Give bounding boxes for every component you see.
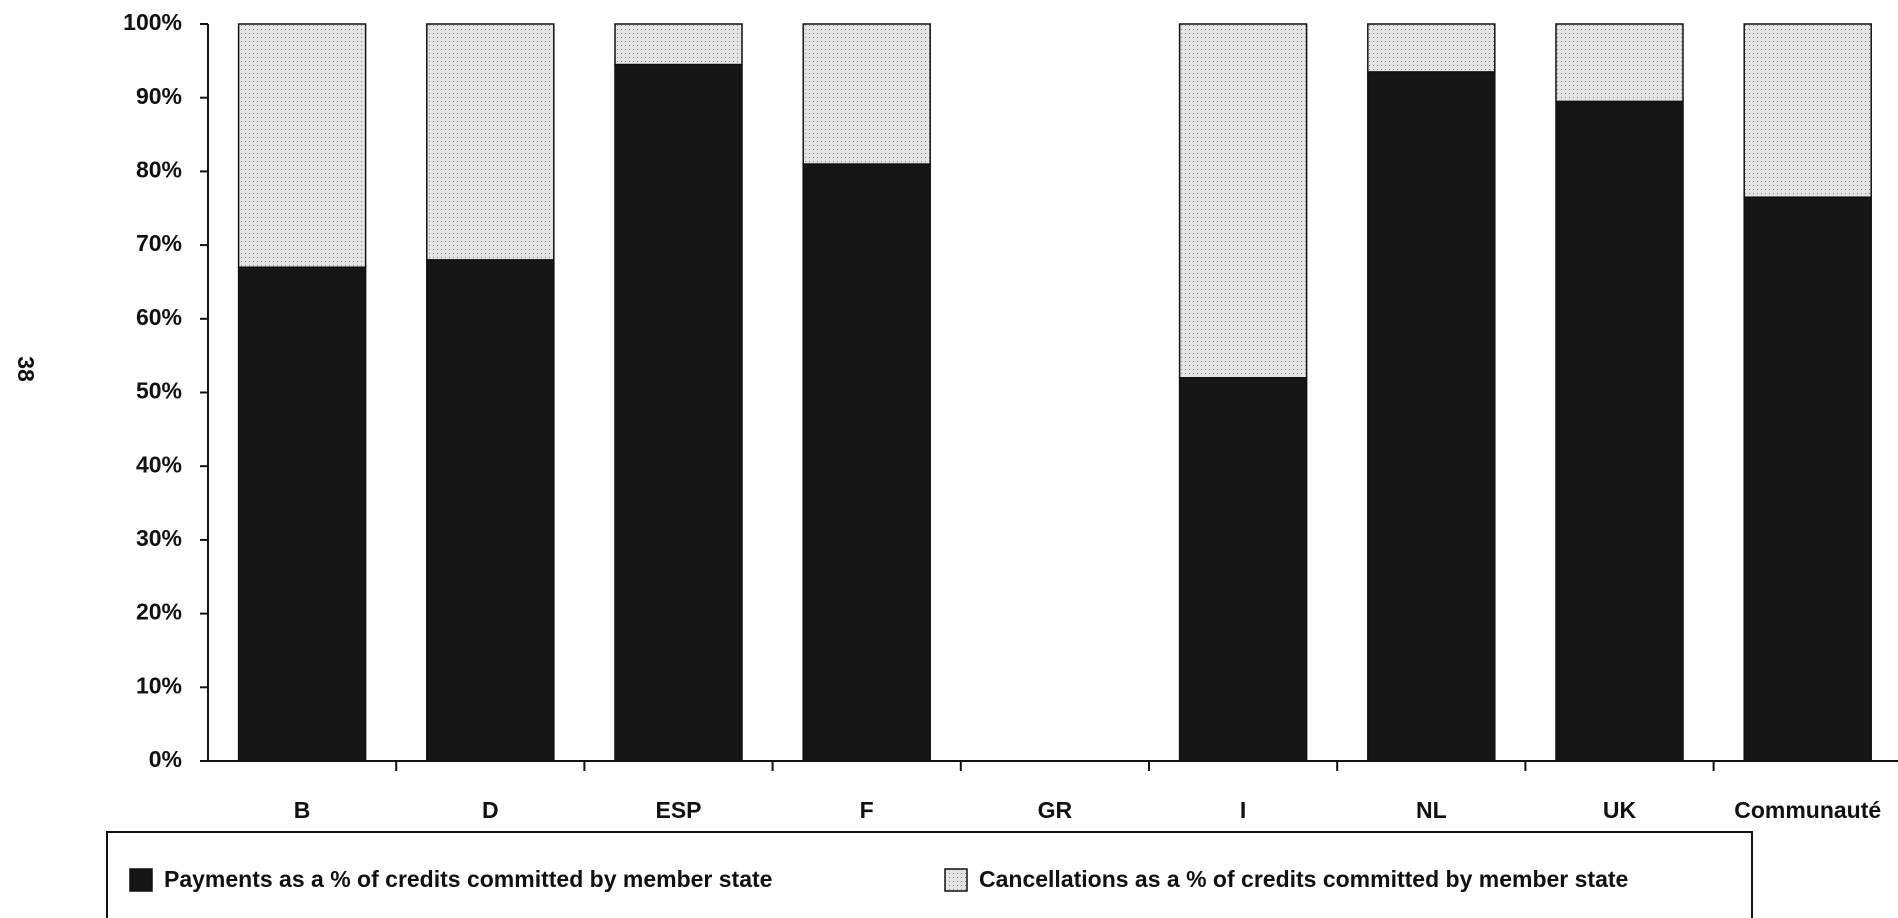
bar-segment bbox=[1367, 23, 1496, 73]
bar-segment bbox=[1178, 377, 1308, 762]
x-tick-label: B bbox=[294, 797, 311, 823]
x-tick-label: NL bbox=[1416, 797, 1447, 823]
x-tick-label: GR bbox=[1038, 797, 1073, 823]
bar-segment bbox=[614, 63, 743, 762]
y-tick-label: 60% bbox=[136, 304, 182, 330]
x-tick-label: ESP bbox=[655, 797, 701, 823]
x-tick-label: Communauté bbox=[1734, 797, 1881, 823]
x-tick-label: D bbox=[482, 797, 499, 823]
y-tick-label: 50% bbox=[136, 378, 182, 404]
legend-box bbox=[106, 831, 1753, 918]
bar-segment bbox=[1178, 23, 1308, 379]
bar-segment bbox=[1555, 23, 1684, 103]
bar-segment bbox=[237, 23, 367, 268]
y-tick-label: 80% bbox=[136, 156, 182, 182]
bar-segment bbox=[802, 23, 931, 165]
page-number: 38 bbox=[13, 356, 39, 382]
y-tick-label: 0% bbox=[149, 746, 182, 772]
bar-segment bbox=[1555, 100, 1684, 762]
y-tick-label: 30% bbox=[136, 525, 182, 551]
bar-segment bbox=[426, 259, 555, 762]
legend-swatch bbox=[129, 868, 153, 892]
y-tick-label: 70% bbox=[136, 230, 182, 256]
x-tick-label: I bbox=[1240, 797, 1246, 823]
bar-segment bbox=[1743, 196, 1872, 762]
y-tick-label: 10% bbox=[136, 672, 182, 698]
bar-segment bbox=[1367, 71, 1496, 762]
x-tick-label: F bbox=[860, 797, 874, 823]
bar-segment bbox=[802, 163, 931, 762]
bar-segment bbox=[614, 23, 743, 66]
bar-segment bbox=[237, 266, 367, 762]
x-tick-label: UK bbox=[1603, 797, 1637, 823]
y-tick-label: 90% bbox=[136, 83, 182, 109]
y-tick-label: 40% bbox=[136, 451, 182, 477]
bar-segment bbox=[1743, 23, 1872, 198]
bar-segment bbox=[426, 23, 555, 261]
y-tick-label: 100% bbox=[123, 9, 182, 35]
y-tick-label: 20% bbox=[136, 599, 182, 625]
legend-swatch bbox=[944, 868, 968, 892]
legend-label: Cancellations as a % of credits committe… bbox=[979, 866, 1628, 892]
legend-label: Payments as a % of credits committed by … bbox=[164, 866, 772, 892]
